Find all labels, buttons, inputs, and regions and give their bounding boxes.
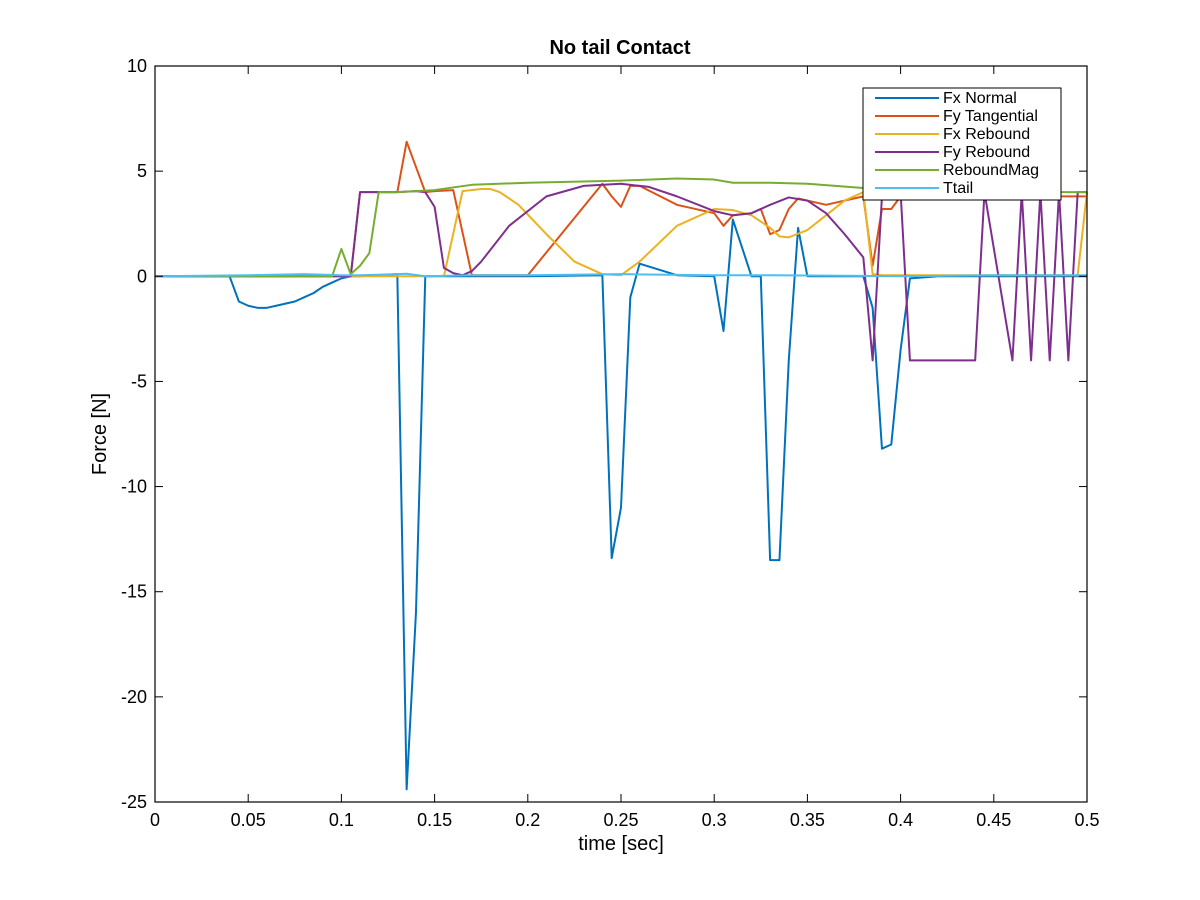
x-tick-label: 0.25 [603, 810, 638, 830]
x-tick-label: 0.1 [329, 810, 354, 830]
x-axis-label: time [sec] [578, 833, 664, 855]
x-tick-label: 0.45 [976, 810, 1011, 830]
legend-label-0: Fx Normal [943, 90, 1017, 107]
legend-label-5: Ttail [943, 180, 973, 197]
legend-label-1: Fy Tangential [943, 108, 1038, 125]
y-axis-label: Force [N] [89, 393, 111, 475]
series-layer [154, 140, 1088, 791]
legend-label-2: Fx Rebound [943, 126, 1030, 143]
x-tick-label: 0.4 [888, 810, 913, 830]
legend-label-3: Fy Rebound [943, 144, 1030, 161]
series-line-5 [154, 272, 1087, 278]
x-tick-label: 0 [150, 810, 160, 830]
y-tick-label: -5 [131, 371, 147, 391]
y-tick-label: -20 [121, 687, 147, 707]
y-tick-label: 5 [137, 161, 147, 181]
legend-label-4: ReboundMag [943, 162, 1039, 179]
y-tick-label: -10 [121, 477, 147, 497]
x-tick-label: 0.05 [231, 810, 266, 830]
y-tick-label: 0 [137, 266, 147, 286]
series-line-3 [155, 182, 1087, 362]
chart-title: No tail Contact [549, 37, 690, 59]
x-tick-label: 0.5 [1074, 810, 1099, 830]
x-tick-label: 0.3 [702, 810, 727, 830]
x-tick-label: 0.15 [417, 810, 452, 830]
x-tick-label: 0.35 [790, 810, 825, 830]
legend-box [862, 87, 1062, 201]
y-tick-label: -15 [121, 582, 147, 602]
y-tick-label: -25 [121, 792, 147, 812]
x-tick-label: 0.2 [515, 810, 540, 830]
axis-ticks: 0 0.05 0.1 0.15 0.2 0.25 0.3 0.35 0.4 0.45 0.5 -25 -… [121, 56, 1100, 830]
y-tick-label: 10 [127, 56, 147, 76]
